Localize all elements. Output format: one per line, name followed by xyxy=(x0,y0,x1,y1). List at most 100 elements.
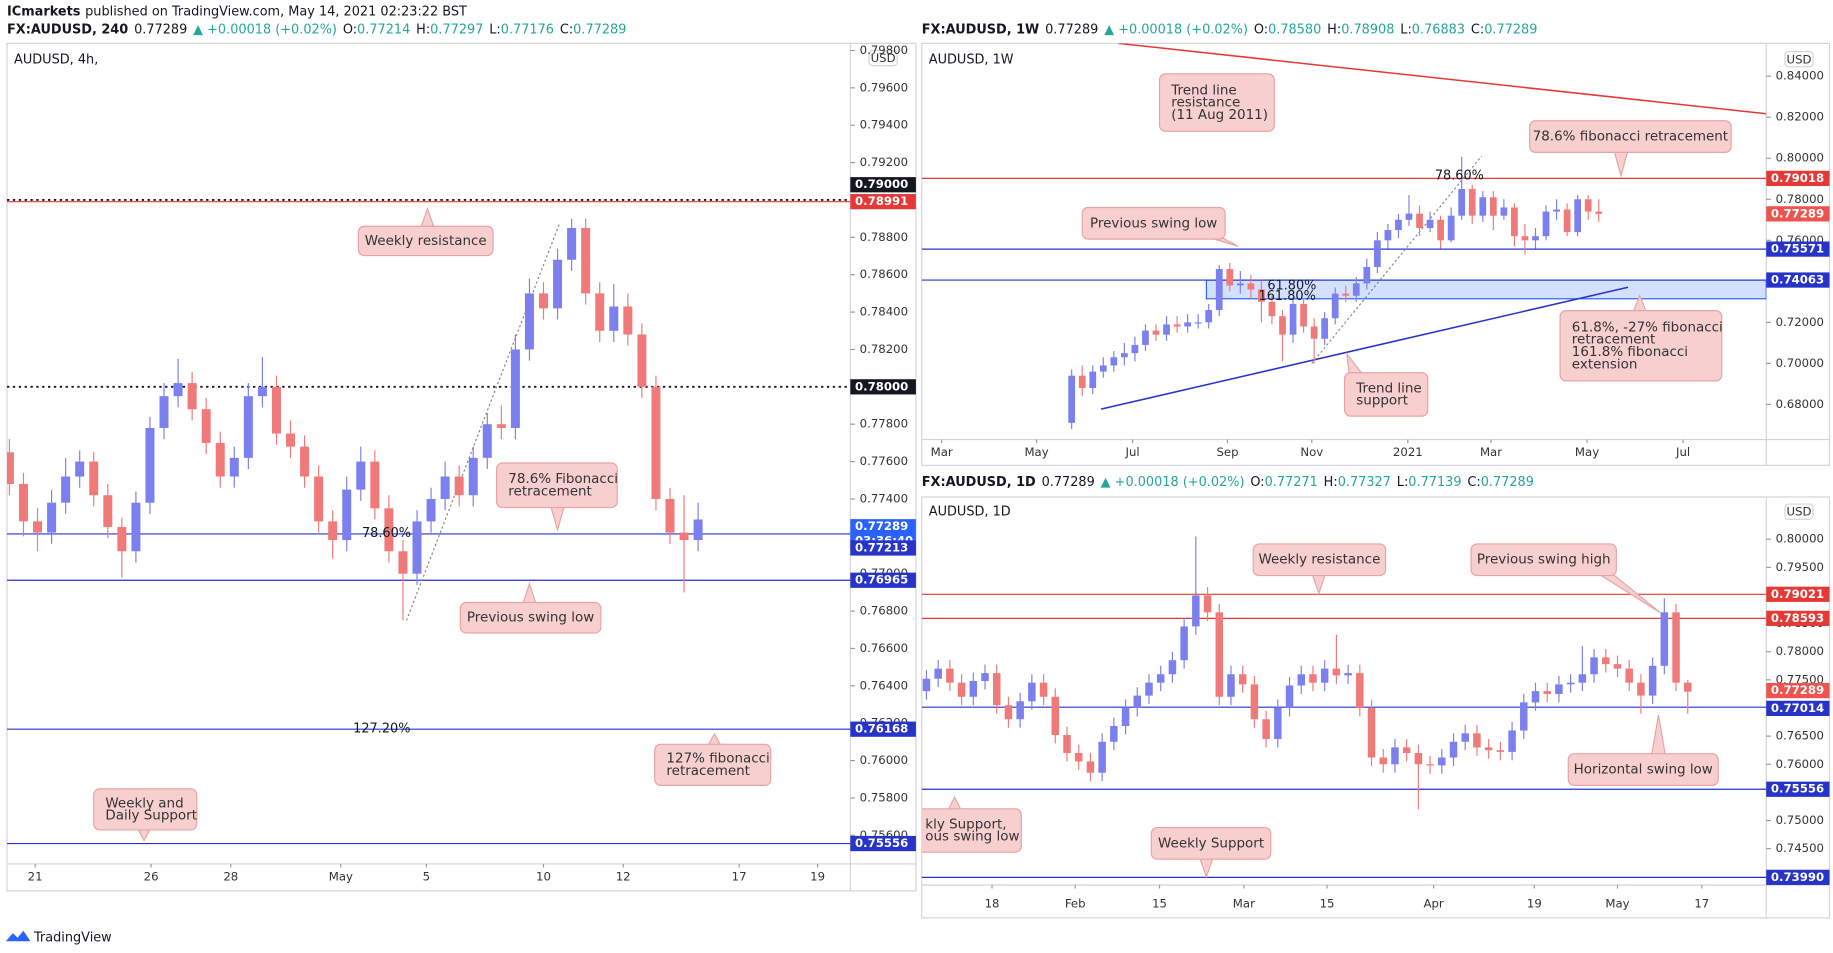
y-tick-label: 0.79400 xyxy=(860,118,908,132)
candle-body xyxy=(1590,657,1598,675)
x-tick-label: Mar xyxy=(1480,445,1502,459)
callout-text: ous swing low xyxy=(925,829,1019,845)
candle-body xyxy=(1238,674,1247,685)
candle-body xyxy=(1274,708,1282,739)
y-tick-label: 0.79800 xyxy=(860,43,908,57)
ohlc-value: 0.77289 xyxy=(1484,22,1537,37)
candle-body xyxy=(1342,293,1350,296)
candle-body xyxy=(1163,324,1170,335)
price-tag xyxy=(1766,781,1830,797)
x-tick-label: 15 xyxy=(1152,896,1167,910)
candle-body xyxy=(1438,757,1446,766)
candle-body xyxy=(1542,211,1550,237)
candle-body xyxy=(665,498,675,533)
chart-panel: FX:AUDUSD, 240 0.77289 ▲ +0.00018 (+0.02%)… xyxy=(6,22,917,892)
ohlc-value: 0.78908 xyxy=(1341,22,1394,37)
candle-body xyxy=(1098,741,1106,773)
candle-body xyxy=(595,293,605,331)
candle-body xyxy=(1078,375,1086,389)
x-tick-label: 19 xyxy=(810,869,825,883)
candle-body xyxy=(75,461,85,477)
y-tick-label: 0.76800 xyxy=(860,604,908,618)
ohlc-value: 0.77297 xyxy=(430,22,483,37)
candle-body xyxy=(47,502,57,533)
y-tick-label: 0.77500 xyxy=(1776,672,1824,686)
candle-body xyxy=(1496,750,1505,752)
ohlc-label: L: xyxy=(1400,22,1412,37)
publish-text: published on TradingView.com, May 14, 20… xyxy=(85,4,467,19)
candle-body xyxy=(229,457,239,477)
candle-body xyxy=(356,461,366,490)
candle-body xyxy=(7,452,14,485)
plot-area: 78.60% 127.20% Weekly resistance 78.6% Fibo… xyxy=(7,199,851,845)
callout-text: Trend line xyxy=(1355,380,1421,396)
x-tick-label: 19 xyxy=(1527,896,1542,910)
fib-label: 78.60% xyxy=(1435,168,1484,183)
y-tick-label: 0.80000 xyxy=(1776,151,1824,165)
ohlc-label: H: xyxy=(1327,22,1341,37)
candle-body xyxy=(1074,753,1083,762)
candle-body xyxy=(1285,685,1294,709)
price-tag xyxy=(850,572,916,588)
y-tick-label: 0.78400 xyxy=(860,305,908,319)
candle-body xyxy=(328,521,338,541)
y-tick-label: 0.76400 xyxy=(860,678,908,692)
chart-panel: FX:AUDUSD, 1D 0.77289 ▲ +0.00018 (+0.02%) O… xyxy=(921,474,1831,919)
x-tick-label: 17 xyxy=(732,869,747,883)
price-tag-label: 0.74063 xyxy=(1771,273,1824,287)
candle-body xyxy=(159,396,169,428)
candle-body xyxy=(1258,289,1265,302)
candle-body xyxy=(1584,199,1592,212)
candle-body xyxy=(145,427,155,503)
logo-text: TradingView xyxy=(33,930,112,945)
callout: Horizontal swing low xyxy=(1567,714,1719,786)
candle-body xyxy=(1363,266,1371,284)
candle-body xyxy=(1121,353,1128,358)
candle-body xyxy=(1227,674,1235,697)
candle-body xyxy=(969,680,978,697)
price-tag-label: 0.75556 xyxy=(855,836,908,850)
author: ICmarkets xyxy=(7,4,81,19)
y-tick-label: 0.77400 xyxy=(860,491,908,505)
candle-body xyxy=(1578,674,1587,683)
candle-body xyxy=(934,668,942,679)
candle-body xyxy=(553,259,563,309)
price-tag-label: 0.77014 xyxy=(1771,701,1824,715)
candle-body xyxy=(384,508,394,552)
candle-body xyxy=(1416,213,1423,228)
candle-body xyxy=(1156,674,1165,683)
y-tick-label: 0.78200 xyxy=(860,342,908,356)
price-change: ▲ +0.00018 (+0.02%) xyxy=(193,22,337,37)
ohlc-label: C: xyxy=(1467,474,1480,489)
symbol: FX:AUDUSD, 1W xyxy=(922,22,1039,37)
candle-body xyxy=(1437,219,1444,241)
x-tick-label: 26 xyxy=(144,869,159,883)
candle-body xyxy=(1297,674,1306,686)
candle-body xyxy=(89,461,99,496)
callout-text: support xyxy=(1356,393,1408,409)
callout-text: retracement xyxy=(508,483,591,499)
candle-body xyxy=(1110,357,1118,366)
callout-text: Previous swing low xyxy=(467,610,594,626)
candle-body xyxy=(1489,197,1497,216)
callout-box xyxy=(1470,543,1617,577)
candle-body xyxy=(61,476,71,503)
x-tick-label: Nov xyxy=(1300,445,1323,459)
candle-body xyxy=(1194,322,1202,324)
x-tick-label: 10 xyxy=(536,869,551,883)
symbol-header: FX:AUDUSD, 1W 0.77289 ▲ +0.00018 (+0.02%) O… xyxy=(922,22,1538,37)
candle-body xyxy=(1563,209,1571,233)
price-tag xyxy=(850,540,916,556)
candle-body xyxy=(215,442,225,477)
callout-text: 61.8%, -27% fibonacci xyxy=(1572,319,1723,335)
x-tick-label: Jul xyxy=(1675,445,1690,459)
candle-body xyxy=(693,519,703,541)
candle-body xyxy=(103,495,113,527)
chart-label: AUDUSD, 1D xyxy=(929,505,1011,520)
candle-body xyxy=(187,383,197,410)
callout-text: Weekly and xyxy=(105,795,183,811)
callout-box xyxy=(1567,753,1719,786)
candle-body xyxy=(1461,733,1469,742)
symbol-header: FX:AUDUSD, 240 0.77289 ▲ +0.00018 (+0.02%)… xyxy=(7,22,626,37)
